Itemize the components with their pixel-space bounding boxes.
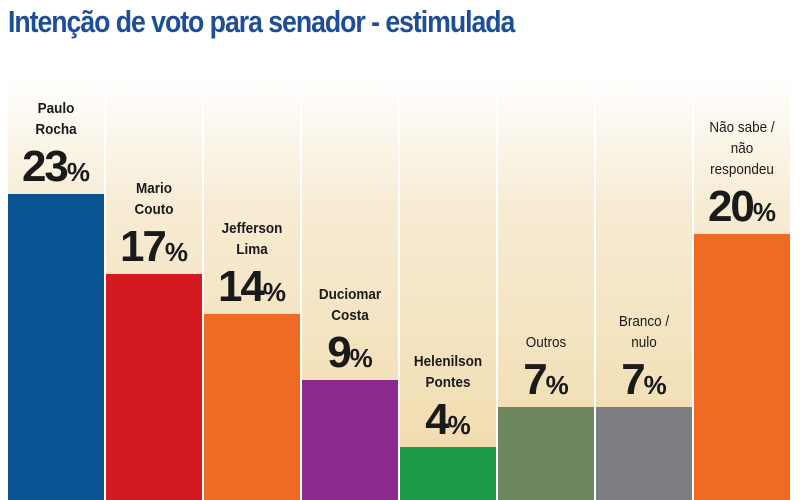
bar-outros (498, 407, 594, 500)
bar-duciomar-costa (302, 380, 398, 500)
value-label-outros: 7% (523, 355, 569, 404)
category-label-duciomar-costa: Duciomar Costa (318, 286, 382, 324)
value-label-nao-sabe-nao-respondeu: 20% (707, 182, 777, 231)
category-label-nao-sabe-nao-respondeu: Não sabe / não respondeu (709, 119, 775, 178)
category-label-mario-couto: Mario Couto (134, 180, 174, 218)
bar-jefferson-lima (204, 314, 300, 500)
value-label-jefferson-lima: 14% (217, 262, 287, 311)
bar-branco-nulo (596, 407, 692, 500)
category-label-branco-nulo: Branco / nulo (618, 313, 670, 351)
category-label-paulo-rocha: Paulo Rocha (35, 100, 77, 138)
chart-title: Intenção de voto para senador - estimula… (8, 4, 515, 39)
bar-chart: 23% Paulo Rocha 17% Mario Couto 14% Jefferson Li… (0, 78, 806, 500)
category-label-jefferson-lima: Jefferson Lima (221, 220, 283, 258)
bar-helenilson-pontes (400, 447, 496, 500)
value-label-mario-couto: 17% (119, 222, 189, 271)
value-label-helenilson-pontes: 4% (425, 395, 471, 444)
value-label-paulo-rocha: 23% (21, 142, 91, 191)
value-label-branco-nulo: 7% (621, 355, 667, 404)
bar-mario-couto (106, 274, 202, 500)
category-label-helenilson-pontes: Helenilson Pontes (413, 353, 483, 391)
value-label-duciomar-costa: 9% (327, 328, 373, 377)
bar-nao-sabe-nao-respondeu (694, 234, 790, 500)
category-label-outros: Outros (525, 334, 567, 351)
column-background-helenilson-pontes (400, 78, 496, 500)
bar-paulo-rocha (8, 194, 104, 500)
